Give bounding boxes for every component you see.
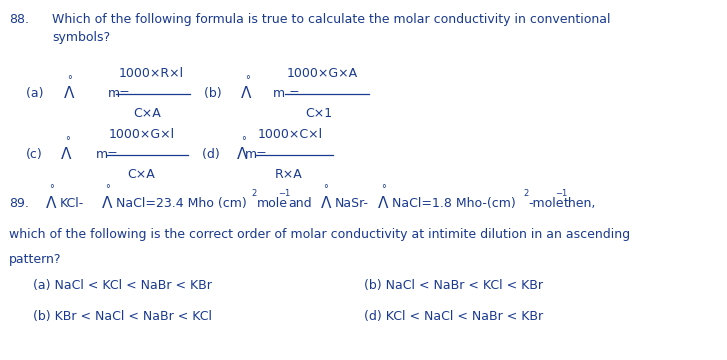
Text: NaCl=1.8 Mho-(cm): NaCl=1.8 Mho-(cm) [392, 197, 515, 210]
Text: 1000×G×l: 1000×G×l [109, 129, 175, 141]
Text: which of the following is the correct order of molar conductivity at intimite di: which of the following is the correct or… [9, 228, 630, 240]
Text: (a): (a) [26, 87, 48, 100]
Text: 2: 2 [523, 189, 529, 198]
Text: (a) NaCl < KCl < NaBr < KBr: (a) NaCl < KCl < NaBr < KBr [33, 279, 212, 292]
Text: (d) KCl < NaCl < NaBr < KBr: (d) KCl < NaCl < NaBr < KBr [364, 310, 542, 323]
Text: (c): (c) [26, 148, 43, 161]
Text: m=: m= [96, 148, 119, 161]
Text: Λ: Λ [237, 147, 247, 162]
Text: (b) NaCl < NaBr < KCl < KBr: (b) NaCl < NaBr < KCl < KBr [364, 279, 542, 292]
Text: °: ° [245, 75, 250, 85]
Text: 1000×C×l: 1000×C×l [258, 129, 324, 141]
Text: -mole: -mole [529, 197, 564, 210]
Text: 89.: 89. [9, 197, 28, 210]
Text: (b): (b) [204, 87, 225, 100]
Text: C×1: C×1 [305, 107, 332, 120]
Text: 1000×R×l: 1000×R×l [119, 67, 184, 80]
Text: °: ° [68, 75, 73, 85]
Text: and: and [289, 197, 312, 210]
Text: −1: −1 [555, 189, 567, 198]
Text: R×A: R×A [275, 168, 302, 181]
Text: pattern?: pattern? [9, 253, 61, 266]
Text: 2: 2 [252, 189, 257, 198]
Text: NaCl=23.4 Mho (cm): NaCl=23.4 Mho (cm) [116, 197, 246, 210]
Text: °: ° [381, 184, 386, 194]
Text: Λ: Λ [61, 147, 71, 162]
Text: NaSr-: NaSr- [334, 197, 369, 210]
Text: Λ: Λ [378, 196, 388, 211]
Text: °: ° [49, 184, 54, 194]
Text: °: ° [65, 136, 70, 146]
Text: Λ: Λ [46, 196, 56, 211]
Text: C×A: C×A [133, 107, 161, 120]
Text: °: ° [241, 136, 246, 146]
Text: 1000×G×A: 1000×G×A [287, 67, 358, 80]
Text: °: ° [324, 184, 329, 194]
Text: Λ: Λ [102, 196, 112, 211]
Text: Λ: Λ [321, 196, 331, 211]
Text: symbols?: symbols? [52, 31, 111, 44]
Text: Which of the following formula is true to calculate the molar conductivity in co: Which of the following formula is true t… [52, 13, 611, 26]
Text: (b) KBr < NaCl < NaBr < KCl: (b) KBr < NaCl < NaBr < KCl [33, 310, 212, 323]
Text: mole: mole [257, 197, 288, 210]
Text: 88.: 88. [9, 13, 29, 26]
Text: m =: m = [273, 87, 300, 100]
Text: then,: then, [563, 197, 596, 210]
Text: m=: m= [245, 148, 268, 161]
Text: Λ: Λ [64, 86, 74, 101]
Text: C×A: C×A [127, 168, 155, 181]
Text: −1: −1 [278, 189, 290, 198]
Text: m=: m= [108, 87, 130, 100]
Text: Λ: Λ [241, 86, 252, 101]
Text: KCl-: KCl- [60, 197, 84, 210]
Text: °: ° [105, 184, 110, 194]
Text: (d): (d) [202, 148, 224, 161]
